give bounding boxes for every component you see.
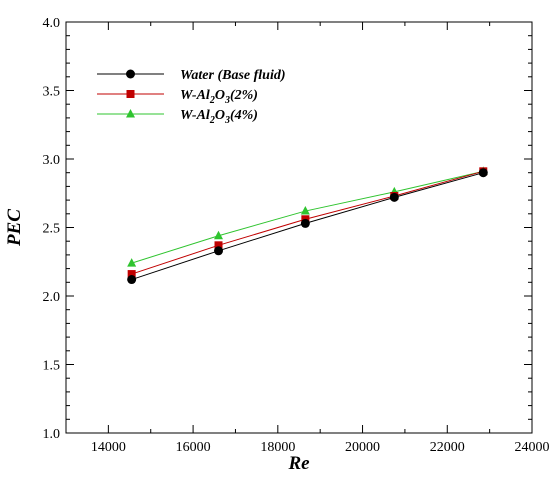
legend-label: W-Al2O3(2%) [180,88,258,106]
data-point [389,192,399,202]
legend-marker [126,109,135,118]
legend-label: W-Al2O3(4%) [180,108,258,126]
legend: Water (Base fluid) W-Al2O3(2%) W-Al2O3(4%) [97,68,286,126]
data-point [300,218,310,228]
series-layer [127,166,488,285]
legend-marker [126,69,135,79]
y-tick-label: 1.0 [43,427,61,442]
legend-label: Water (Base fluid) [180,68,286,83]
x-tick-label: 14000 [91,440,126,455]
y-tick-label: 2.5 [43,222,61,237]
x-tick-label: 18000 [260,440,295,455]
plot-area [65,21,533,434]
data-point [214,241,223,250]
legend-item: Water (Base fluid) [97,68,286,83]
y-tick-label: 3.0 [43,153,61,168]
x-tick-label: 22000 [430,440,465,455]
y-axis-title: PEC [4,209,25,247]
x-tick-label: 16000 [176,440,211,455]
y-tick-label: 1.5 [43,359,61,374]
x-tick-label: 20000 [345,440,380,455]
y-tick-label: 2.0 [43,290,61,305]
data-point [478,168,488,178]
x-axis-title: Re [287,453,310,474]
data-point [214,246,224,256]
data-point [214,230,224,240]
x-axis: 14000 16000 18000 20000 22000 24000 [65,22,550,455]
plot-frame [65,21,533,434]
legend-item: W-Al2O3(2%) [97,88,258,106]
data-point [127,258,137,267]
y-tick-label: 3.5 [43,85,61,100]
legend-item: W-Al2O3(4%) [97,108,258,126]
data-point [127,270,136,279]
x-tick-label: 24000 [515,440,550,455]
data-point [127,275,137,285]
series-0 [127,168,488,285]
y-axis: 1.0 1.5 2.0 2.5 3.0 3.5 4.0 [43,16,532,442]
data-point [300,206,310,215]
legend-marker [126,90,135,98]
y-tick-label: 4.0 [43,16,61,31]
